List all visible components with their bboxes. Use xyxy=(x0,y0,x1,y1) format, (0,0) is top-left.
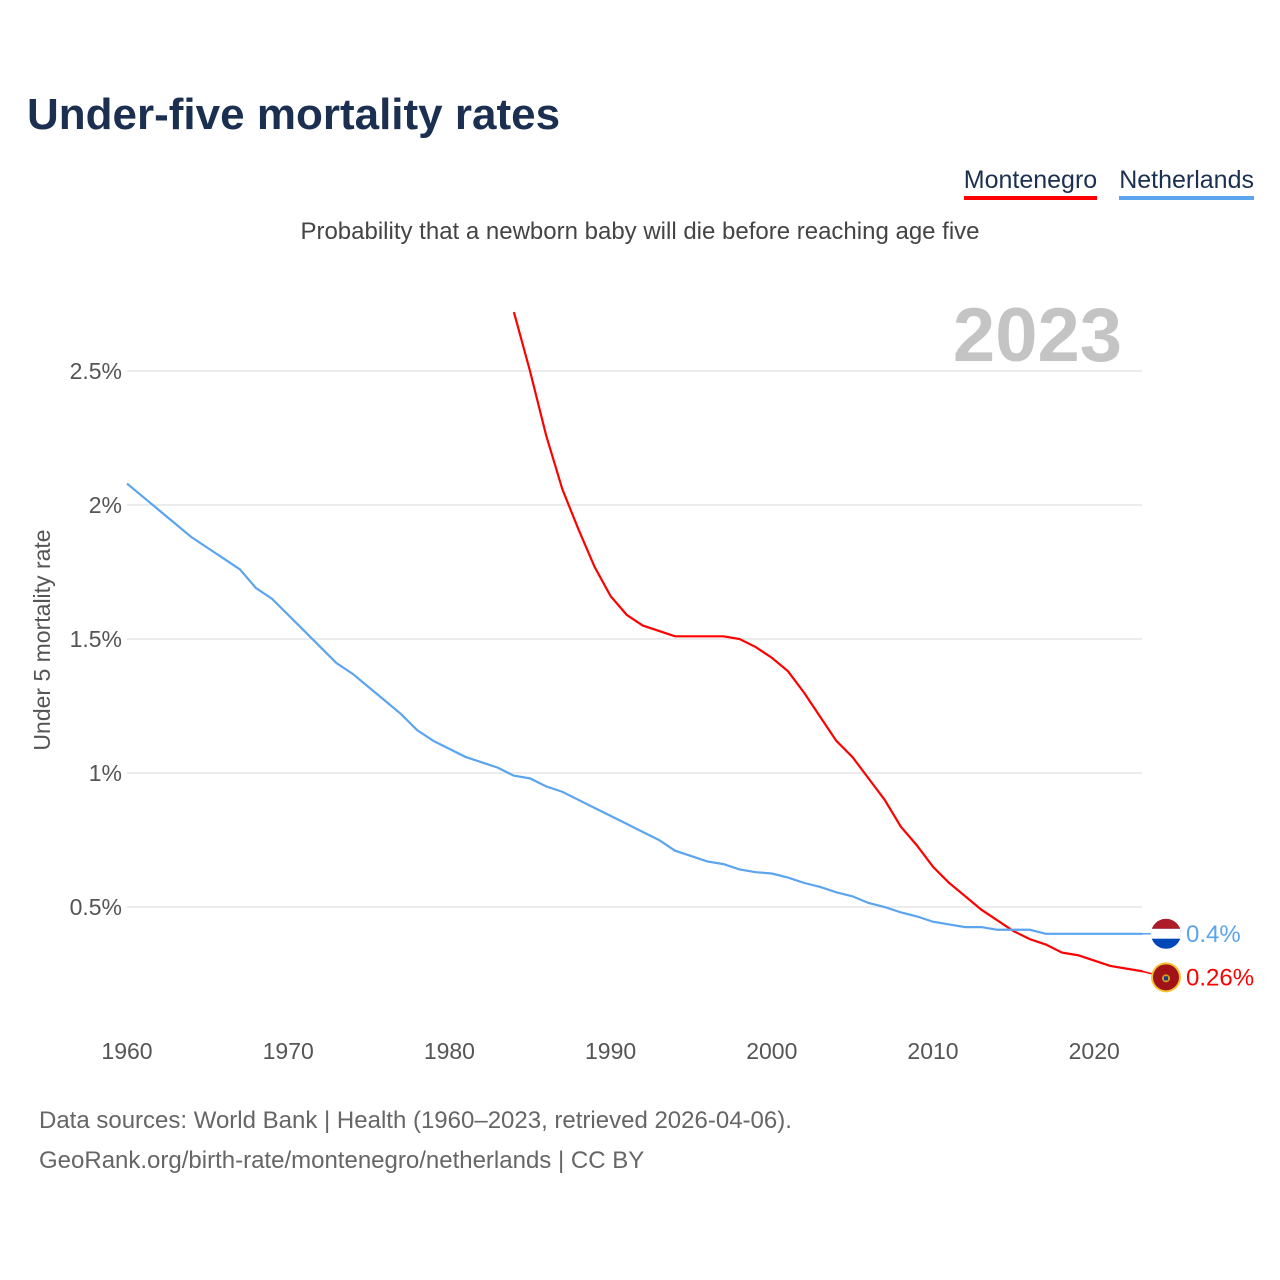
y-tick-label: 1.5% xyxy=(70,626,122,652)
x-tick-label: 2000 xyxy=(746,1038,797,1064)
y-tick-label: 2% xyxy=(89,492,122,518)
chart-subtitle: Probability that a newborn baby will die… xyxy=(300,218,980,245)
x-tick-label: 2020 xyxy=(1069,1038,1120,1064)
netherlands-flag-icon xyxy=(1151,918,1181,949)
page-title: Under-five mortality rates xyxy=(27,90,561,139)
flag-part xyxy=(1151,928,1181,939)
year-label: 2023 xyxy=(953,293,1122,378)
x-tick-label: 1960 xyxy=(101,1038,152,1064)
y-tick-label: 1% xyxy=(89,760,122,786)
y-tick-label: 2.5% xyxy=(70,358,122,384)
x-tick-label: 1980 xyxy=(424,1038,475,1064)
series-line-montenegro xyxy=(512,311,1143,973)
y-axis-title: Under 5 mortality rate xyxy=(29,529,55,750)
legend: Montenegro Netherlands xyxy=(963,166,1254,200)
source-line-1: Data sources: World Bank | Health (1960–… xyxy=(39,1107,792,1134)
flag-part xyxy=(1151,938,1181,949)
legend-item-netherlands[interactable]: Netherlands xyxy=(1119,166,1254,200)
y-tick-label: 0.5% xyxy=(70,894,122,920)
x-tick-label: 1970 xyxy=(263,1038,314,1064)
flag-part xyxy=(1151,918,1181,929)
series-line-netherlands xyxy=(126,482,1143,935)
source-line-2: GeoRank.org/birth-rate/montenegro/nether… xyxy=(39,1147,645,1174)
legend-item-montenegro[interactable]: Montenegro xyxy=(963,166,1098,200)
end-value-label: 0.26% xyxy=(1186,964,1254,991)
montenegro-flag-icon xyxy=(1151,962,1181,993)
x-tick-label: 2010 xyxy=(907,1038,958,1064)
end-value-label: 0.4% xyxy=(1186,921,1241,948)
flag-part xyxy=(1164,976,1168,981)
x-tick-label: 1990 xyxy=(585,1038,636,1064)
